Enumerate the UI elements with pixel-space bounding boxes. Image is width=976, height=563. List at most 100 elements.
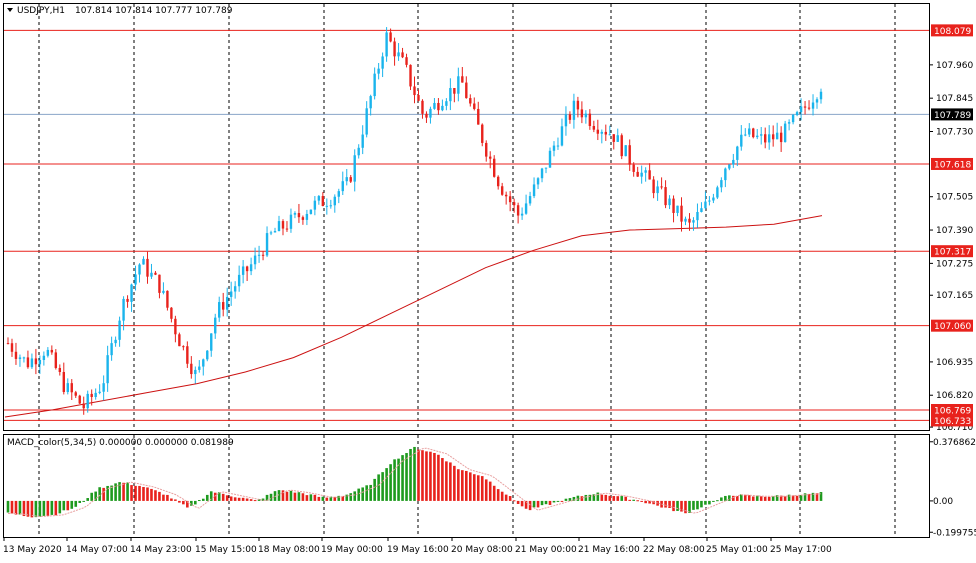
candle-bull <box>544 167 548 169</box>
macd-bar <box>397 458 400 501</box>
macd-bar <box>305 495 309 501</box>
macd-bar <box>361 487 364 501</box>
macd-axis-label: 0.376862 <box>933 438 976 448</box>
candle-bear <box>349 177 352 182</box>
ma-line <box>4 215 823 418</box>
candle-bull <box>799 106 803 113</box>
macd-bar <box>664 500 667 508</box>
candle-bull <box>704 201 707 209</box>
candle-bull <box>162 290 165 293</box>
macd-axis-label: -0.199755 <box>933 528 976 538</box>
macd-bar <box>170 498 173 501</box>
candle-bull <box>130 284 133 302</box>
candle-bull <box>564 114 568 127</box>
macd-bar <box>700 500 703 508</box>
candle-bear <box>568 114 572 120</box>
candle-bull <box>233 286 237 292</box>
macd-label: MACD_color(5,34,5) 0.000000 0.000000 0.0… <box>7 438 234 448</box>
macd-bar <box>281 490 285 501</box>
macd-bar <box>182 500 185 505</box>
candle-bull <box>616 135 619 142</box>
candle-bear <box>580 109 584 118</box>
time-label: 20 May 08:00 <box>451 545 513 555</box>
candle-bear <box>70 383 73 393</box>
macd-bar <box>672 500 675 512</box>
macd-bar <box>66 500 70 511</box>
candle-bull <box>584 113 588 118</box>
candle-bull <box>337 191 340 197</box>
candle-bull <box>218 302 221 318</box>
time-label: 14 May 23:00 <box>130 545 192 555</box>
candle-bear <box>516 205 520 216</box>
candle-bear <box>78 395 81 404</box>
macd-bar <box>98 487 101 501</box>
macd-bar <box>130 485 133 501</box>
macd-bar <box>205 494 209 501</box>
candle-bear <box>186 346 189 364</box>
macd-bar <box>381 472 384 501</box>
candle-bear <box>604 131 607 135</box>
macd-bar <box>468 472 472 501</box>
macd-bar <box>401 455 404 501</box>
candle-bear <box>508 196 512 203</box>
macd-bar <box>341 495 345 501</box>
macd-bar <box>743 494 747 501</box>
candle-bear <box>632 164 635 172</box>
macd-bar <box>632 499 635 501</box>
macd-bar <box>488 481 492 501</box>
macd-bar <box>369 484 372 501</box>
macd-bar <box>58 500 62 514</box>
price-label: 107.165 <box>936 291 973 301</box>
level-tag: 106.769 <box>934 407 971 417</box>
candle-bull <box>449 88 452 102</box>
macd-bar <box>138 485 141 501</box>
macd-bar <box>425 451 428 501</box>
symbol-label[interactable]: USDJPY,H1 <box>17 6 65 16</box>
macd-bar <box>799 495 803 501</box>
macd-bar <box>612 496 616 501</box>
candle-bull <box>748 128 751 135</box>
main-pane[interactable] <box>3 3 930 431</box>
macd-bar <box>337 495 341 501</box>
vertical-grid <box>38 4 896 537</box>
candle-bear <box>401 52 404 58</box>
macd-bar <box>516 500 520 504</box>
candle-bear <box>62 371 65 392</box>
candle-bull <box>712 197 715 201</box>
candle-bear <box>496 176 500 187</box>
candle-bull <box>313 200 317 210</box>
candle-bull <box>756 135 759 138</box>
macd-bar <box>261 498 265 501</box>
macd-bar <box>536 500 540 508</box>
candle-bear <box>297 213 301 218</box>
candle-bull <box>644 170 647 173</box>
candle-bull <box>668 198 671 206</box>
macd-bar <box>373 478 376 501</box>
time-label: 22 May 08:00 <box>643 545 705 555</box>
macd-bar <box>409 448 412 501</box>
candle-bear <box>170 307 173 319</box>
macd-bar <box>34 500 38 518</box>
macd-bar <box>62 500 66 511</box>
candle-bear <box>321 196 325 207</box>
macd-bar <box>755 495 759 501</box>
candle-bear <box>409 64 412 87</box>
macd-bar <box>213 492 217 501</box>
candle-bull <box>532 184 536 197</box>
macd-bar <box>512 500 516 502</box>
macd-bar <box>504 494 508 501</box>
macd-bar <box>194 500 197 505</box>
macd-bar <box>433 452 436 501</box>
candle-bull <box>385 32 388 57</box>
candle-bull <box>206 350 209 360</box>
candle-bear <box>481 124 484 143</box>
candle-bull <box>134 274 137 285</box>
candle-bull <box>556 145 560 147</box>
candle-bull <box>317 196 321 201</box>
symbol-dropdown-icon[interactable] <box>7 8 13 12</box>
macd-bar <box>720 497 723 501</box>
time-label: 25 May 17:00 <box>770 545 832 555</box>
candle-bull <box>225 296 229 310</box>
